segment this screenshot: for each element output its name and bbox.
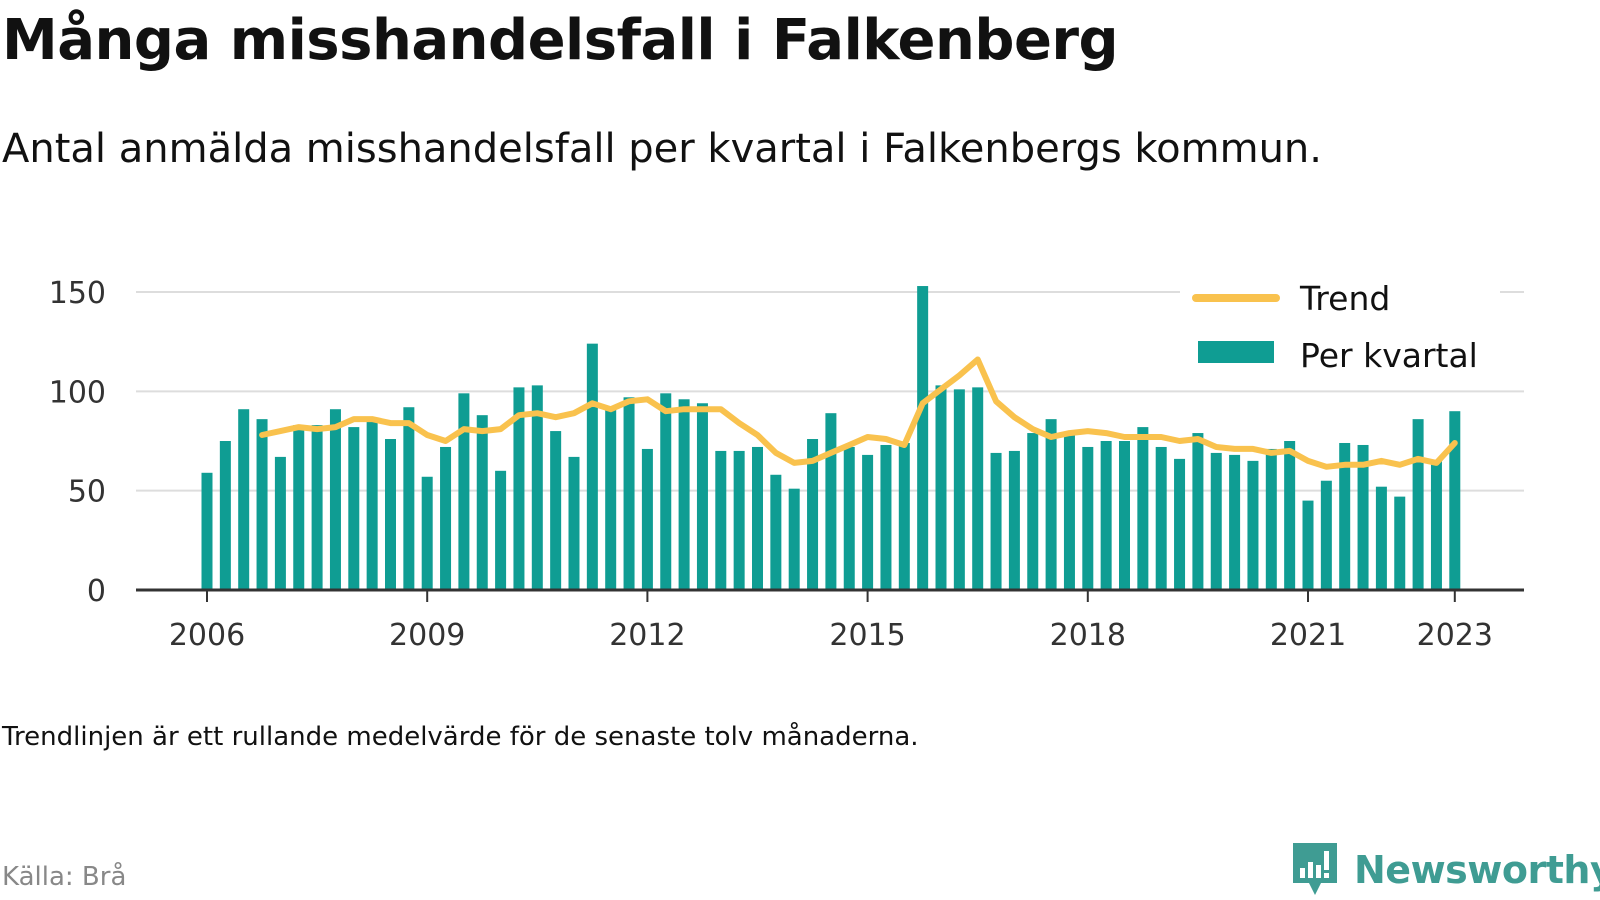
y-tick-label: 0 [87, 574, 106, 609]
bar [1100, 441, 1112, 590]
chart-subtitle: Antal anmälda misshandelsfall per kvarta… [2, 126, 1322, 172]
bar [898, 442, 910, 590]
bar [788, 488, 800, 590]
bar [348, 427, 360, 590]
bar [1137, 427, 1149, 590]
x-axis-ticks: 2006 2009 2012 2015 2018 2021 2023 [169, 590, 1493, 653]
bar [421, 476, 433, 590]
bar [641, 448, 653, 590]
y-tick-label: 100 [49, 375, 106, 410]
legend: Trend Per kvartal [1180, 274, 1500, 386]
bar [385, 439, 396, 590]
footnote: Trendlinjen är ett rullande medelvärde f… [2, 722, 919, 752]
bar [1412, 419, 1424, 590]
bar [329, 409, 341, 590]
bar [1357, 444, 1369, 590]
bar-chart: 0 50 100 150 2006 2009 2012 2015 2018 2021 2023 T… [49, 274, 1524, 653]
bar [1008, 450, 1020, 590]
bar [1229, 454, 1241, 590]
bar [440, 446, 452, 590]
bar [1045, 419, 1057, 590]
bar [807, 439, 819, 590]
bar [293, 425, 305, 590]
bar [623, 397, 635, 590]
bar [862, 454, 874, 590]
bar [678, 399, 690, 590]
chart-title: Många misshandelsfall i Falkenberg [2, 8, 1119, 73]
bar [256, 419, 268, 590]
bar [660, 393, 672, 590]
bar [476, 415, 488, 590]
bar [1192, 433, 1204, 590]
trend-line [259, 356, 1458, 470]
legend-label-per-kvartal: Per kvartal [1300, 336, 1478, 375]
y-axis-ticks: 0 50 100 150 [49, 276, 106, 609]
bar [843, 446, 855, 590]
source-label: Källa: Brå [2, 862, 127, 892]
bar [1082, 446, 1094, 590]
bar [825, 413, 837, 590]
bar [1449, 411, 1461, 590]
bar [1265, 448, 1277, 590]
bar [1320, 480, 1332, 590]
bar [935, 385, 947, 590]
x-tick-label: 2009 [389, 618, 465, 653]
bar [513, 387, 525, 590]
bar [1339, 442, 1351, 590]
bar [752, 446, 763, 590]
bar [715, 450, 727, 590]
bar [917, 286, 929, 590]
bar [770, 474, 782, 590]
bar [1247, 460, 1259, 590]
bar [531, 385, 543, 590]
brand-logo: Newsworthy [1290, 840, 1600, 900]
bar [586, 343, 598, 590]
bar [1027, 433, 1039, 590]
bar [696, 403, 708, 590]
bar [990, 452, 1002, 590]
bar [1302, 500, 1314, 590]
bar-chart-speech-bubble-icon [1293, 843, 1337, 895]
bar [605, 409, 617, 590]
brand-name: Newsworthy [1354, 848, 1600, 892]
bar [550, 431, 562, 590]
y-tick-label: 150 [49, 276, 106, 311]
bar [238, 409, 250, 590]
bar [274, 456, 286, 590]
bar [972, 387, 984, 590]
bar [953, 389, 965, 590]
x-tick-label: 2006 [169, 618, 245, 653]
bar [1155, 446, 1167, 590]
bar [1063, 433, 1075, 590]
bar [1210, 452, 1222, 590]
bar [1174, 458, 1186, 590]
legend-label-trend: Trend [1299, 279, 1390, 318]
bar [495, 470, 507, 590]
bar [1394, 496, 1406, 590]
bar [201, 472, 213, 590]
bar [458, 393, 470, 590]
bars-group [201, 286, 1461, 590]
trend-group [259, 356, 1458, 470]
bar [880, 444, 892, 590]
bar [1119, 441, 1130, 590]
bar [568, 456, 580, 590]
bar [311, 425, 323, 590]
bar [1284, 441, 1296, 590]
bar [733, 450, 745, 590]
x-tick-label: 2018 [1050, 618, 1126, 653]
x-tick-label: 2023 [1417, 618, 1493, 653]
legend-background [1180, 274, 1500, 386]
bar [219, 441, 231, 590]
x-tick-label: 2021 [1270, 618, 1346, 653]
legend-bar-swatch [1198, 341, 1274, 363]
y-tick-label: 50 [68, 475, 106, 510]
bar [403, 407, 415, 590]
bar [1430, 460, 1442, 590]
x-tick-label: 2015 [829, 618, 905, 653]
bar [1375, 486, 1387, 590]
bar [366, 419, 378, 590]
x-tick-label: 2012 [609, 618, 685, 653]
